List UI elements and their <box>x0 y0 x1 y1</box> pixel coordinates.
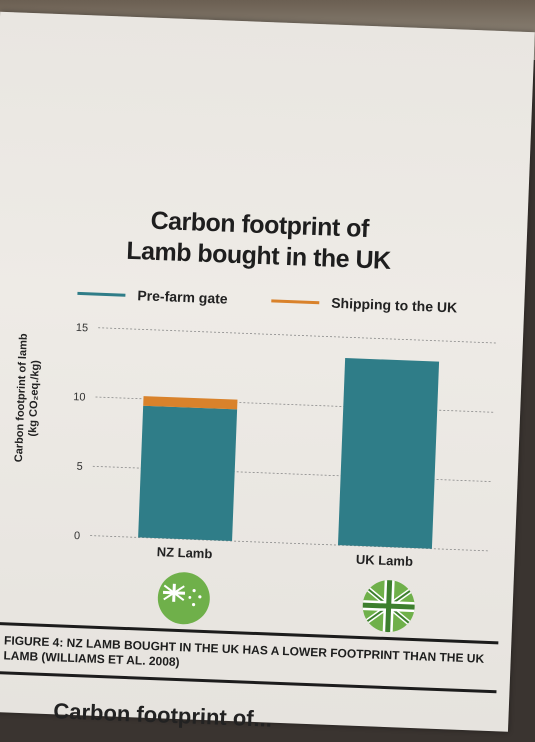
bar-nz-lamb-shipping-to-the-uk <box>143 396 238 410</box>
gridline-15 <box>98 327 498 344</box>
y-tick-label-5: 5 <box>76 461 83 473</box>
y-tick-label-15: 15 <box>76 322 89 334</box>
x-category-label-nz-lamb: NZ Lamb <box>156 544 212 561</box>
printed-page: Carbon footprint of Lamb bought in the U… <box>0 11 535 732</box>
bar-chart-plot: 0 5 10 15 NZ Lamb UK Lamb <box>73 322 498 569</box>
new-zealand-flag-icon <box>156 571 211 626</box>
bar-uk-lamb-pre-farm-gate <box>337 358 440 549</box>
united-kingdom-flag-icon <box>361 579 416 634</box>
bar-nz-lamb-pre-farm-gate <box>138 405 238 542</box>
figure-caption: FIGURE 4: NZ LAMB BOUGHT IN THE UK HAS A… <box>0 622 499 694</box>
y-tick-label-10: 10 <box>73 391 86 403</box>
next-section-heading: Carbon footprint of... <box>52 698 273 732</box>
x-category-label-uk-lamb: UK Lamb <box>356 552 414 569</box>
y-tick-label-0: 0 <box>74 530 81 542</box>
